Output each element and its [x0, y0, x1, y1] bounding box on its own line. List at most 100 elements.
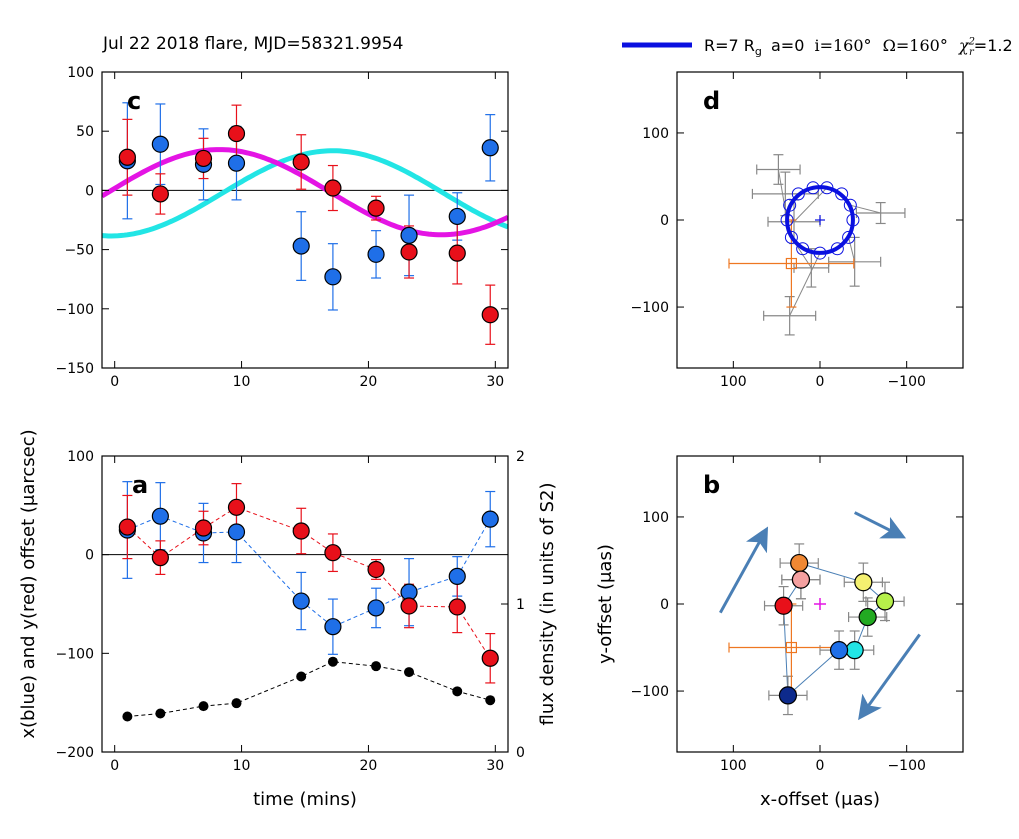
d-orbit-point — [780, 213, 794, 227]
c-model-curve — [102, 147, 508, 238]
b-arrow — [853, 511, 907, 539]
c-xtick-label: 0 — [110, 374, 119, 390]
a-xtick-label: 10 — [233, 758, 251, 774]
c-xtick-label: 30 — [486, 374, 504, 390]
c-xtick-label: 10 — [233, 374, 251, 390]
a-flux-point — [371, 661, 382, 672]
c-red-point — [324, 179, 342, 197]
a-flux-point — [122, 711, 133, 722]
c-red-point — [481, 306, 499, 324]
d-orbit-point — [813, 246, 827, 260]
d-gray-connector — [848, 237, 856, 262]
a-flux-point — [296, 671, 307, 682]
d-orbit-point — [846, 213, 860, 227]
b-s2-marker — [785, 641, 798, 654]
d-orbit-point — [806, 181, 820, 195]
c-xtick-label: 20 — [360, 374, 378, 390]
a-xtick-label: 20 — [360, 758, 378, 774]
a-blue-point — [227, 523, 246, 541]
b-point — [790, 553, 809, 573]
b-panel-label: b — [703, 471, 720, 499]
a-ylabel: x(blue) and y(red) offset (μarcsec) — [18, 429, 39, 738]
c-red-point — [400, 243, 418, 261]
c-frame — [101, 71, 509, 369]
d-gray-connector — [793, 187, 828, 223]
a-ytick-label: 100 — [67, 449, 94, 465]
c-blue-point — [448, 207, 466, 226]
a-flux-point — [404, 667, 415, 678]
d-ytick-label: −100 — [631, 300, 669, 316]
c-red-point — [151, 185, 169, 203]
d-orbit-point — [784, 230, 798, 244]
c-blue-point — [400, 226, 418, 244]
a-flux-line — [127, 661, 491, 717]
d-ytick-label: 0 — [660, 213, 669, 229]
c-ytick-label: 100 — [67, 65, 94, 81]
c-red-point — [367, 199, 385, 217]
a-blue-point — [481, 510, 499, 528]
c-red-point — [194, 149, 213, 168]
a-y2label: flux density (in units of S2) — [537, 483, 558, 726]
d-model-orbit — [785, 185, 855, 255]
legend-chi-sup: 2 — [968, 36, 976, 48]
c-ytick-label: −100 — [56, 302, 94, 318]
a-flux-point — [485, 695, 496, 706]
b-ytick-label: −100 — [631, 684, 669, 700]
b-xlabel: x-offset (μas) — [760, 789, 880, 810]
a-flux-point — [452, 686, 463, 697]
a-blue-line — [127, 515, 491, 628]
a-y2tick-label: 0 — [516, 745, 525, 761]
c-blue-point — [292, 237, 310, 255]
a-blue-point — [448, 567, 466, 585]
c-model-curve — [102, 148, 508, 239]
c-blue-point — [227, 154, 246, 172]
c-ytick-label: 0 — [85, 183, 94, 199]
legend-r: R=7 R — [704, 36, 755, 55]
a-blue-point — [324, 618, 342, 636]
a-blue-point — [151, 507, 169, 525]
legend-label: R=7 Rg a=0 i=160° Ω=160° χ2r=1.2 — [704, 36, 1013, 58]
d-xtick-label: −100 — [887, 374, 925, 390]
d-orbit-point — [835, 187, 849, 201]
c-ytick-label: −150 — [56, 361, 94, 377]
d-orbit-point — [843, 198, 857, 212]
a-ytick-label: 0 — [85, 548, 94, 564]
d-xtick-label: 0 — [816, 374, 825, 390]
a-flux-point — [198, 701, 209, 712]
b-point — [774, 596, 793, 615]
a-xtick-label: 0 — [110, 758, 119, 774]
a-y2tick-label: 1 — [516, 597, 525, 613]
legend-chi-val: =1.2 — [973, 36, 1013, 55]
d-orbit-point — [842, 230, 856, 244]
b-ytick-label: 0 — [660, 597, 669, 613]
a-blue-point — [367, 599, 385, 617]
b-point — [858, 607, 877, 627]
b-xtick-label: 0 — [816, 758, 825, 774]
a-blue-point — [292, 592, 310, 610]
c-red-point — [227, 124, 246, 143]
legend-i: i=160° — [814, 36, 872, 55]
d-orbit-point — [820, 181, 834, 195]
a-red-point — [400, 597, 418, 615]
c-red-point — [448, 244, 466, 262]
b-point — [791, 570, 811, 589]
a-red-point — [118, 518, 136, 536]
a-flux-point — [155, 708, 166, 719]
b-arrow — [858, 633, 921, 721]
d-ytick-label: 100 — [642, 126, 669, 142]
legend-rsub: g — [754, 45, 762, 59]
a-red-point — [227, 498, 246, 516]
a-red-point — [367, 560, 385, 579]
d-orbit-point — [783, 198, 797, 212]
d-gray-connector — [850, 204, 881, 214]
b-ylabel: y-offset (μas) — [595, 544, 616, 664]
b-ytick-label: 100 — [642, 510, 669, 526]
c-ytick-label: −50 — [64, 243, 94, 259]
legend-chi-sub: r — [969, 47, 974, 59]
a-ytick-label: −200 — [56, 745, 94, 761]
c-ytick-label: 50 — [76, 124, 94, 140]
d-orbit-point — [830, 242, 844, 256]
a-ytick-label: −100 — [56, 646, 94, 662]
d-orbit-point — [791, 187, 805, 201]
